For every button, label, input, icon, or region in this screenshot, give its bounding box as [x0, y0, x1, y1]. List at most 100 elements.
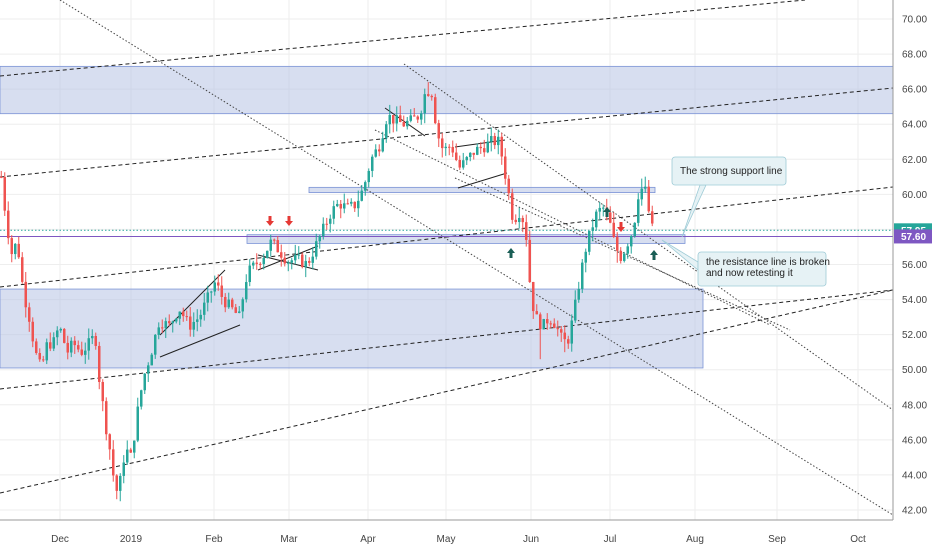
- y-axis-ticks: 42.00 44.00 46.00 48.00 50.00 52.00 54.00 56.00…: [902, 15, 927, 517]
- y-tick-label-3: 48.00: [902, 400, 927, 411]
- price-lines: [0, 229, 893, 237]
- candle-body: [644, 186, 647, 189]
- candle-body: [133, 440, 136, 453]
- candle: [612, 212, 615, 239]
- candle-body: [441, 138, 444, 149]
- candle: [164, 317, 167, 339]
- candle-body: [371, 156, 374, 171]
- candle: [388, 104, 391, 134]
- candle-body: [437, 123, 440, 139]
- candle: [322, 217, 325, 240]
- candle: [640, 178, 643, 206]
- candle: [101, 379, 104, 412]
- candle-body: [612, 222, 615, 237]
- candle: [308, 257, 311, 267]
- candle-body: [353, 201, 356, 209]
- up-arrow-icon-2: [650, 250, 658, 260]
- candle-body: [77, 345, 80, 350]
- candle-body: [532, 281, 535, 312]
- candle-body: [556, 327, 559, 330]
- candle-body: [476, 146, 479, 155]
- candle-body: [318, 236, 321, 242]
- candle: [472, 152, 475, 160]
- candle-body: [420, 113, 423, 120]
- candle: [514, 214, 517, 225]
- candle-body: [511, 193, 514, 220]
- candle-body: [80, 349, 83, 355]
- candle-body: [455, 152, 458, 160]
- candle: [637, 193, 640, 227]
- callouts: The strong support line the resistance li…: [661, 156, 830, 287]
- candle: [287, 260, 290, 272]
- y-tick-label-12: 66.00: [902, 85, 927, 96]
- candle: [105, 397, 108, 441]
- candle: [241, 297, 244, 319]
- candle: [329, 214, 332, 233]
- candle-body: [406, 120, 409, 127]
- candle: [486, 133, 489, 154]
- candle-body: [483, 148, 486, 153]
- retest-callout-box: [697, 251, 827, 287]
- candle: [73, 336, 76, 354]
- candle-body: [581, 262, 584, 289]
- candle-body: [434, 97, 437, 124]
- candle: [392, 114, 395, 133]
- candle-body: [115, 475, 118, 491]
- candle: [651, 205, 654, 227]
- candle: [52, 332, 55, 352]
- y-tick-label-7: 56.00: [902, 260, 927, 271]
- candle-body: [591, 227, 594, 231]
- candle-body: [350, 201, 353, 204]
- candle-body: [595, 211, 598, 228]
- candle: [343, 193, 346, 214]
- candle: [80, 341, 83, 357]
- x-tick-label-4: Apr: [360, 534, 376, 545]
- candle: [147, 362, 150, 383]
- x-tick-label-8: Aug: [686, 534, 704, 545]
- candle-body: [171, 321, 174, 324]
- candle-body: [584, 251, 587, 263]
- candle-body: [546, 319, 549, 324]
- candle: [21, 252, 24, 284]
- candle: [378, 144, 381, 157]
- candle-body: [465, 157, 468, 161]
- candle: [276, 235, 279, 253]
- candle-body: [31, 321, 34, 342]
- candle: [556, 320, 559, 337]
- candle: [560, 325, 563, 342]
- candle-body: [259, 263, 262, 265]
- candle-body: [35, 341, 38, 353]
- price-tags: 57.9557.60: [894, 223, 932, 244]
- candle-body: [563, 332, 566, 340]
- candle: [49, 332, 52, 352]
- candle-body: [315, 241, 318, 257]
- x-tick-label-9: Sep: [768, 534, 786, 545]
- candle-body: [136, 406, 139, 441]
- x-tick-label-5: May: [437, 534, 456, 545]
- candle: [357, 190, 360, 217]
- candle-body: [217, 282, 220, 286]
- candle: [206, 285, 209, 312]
- candle: [122, 455, 125, 484]
- candle-body: [196, 319, 199, 322]
- trend-line-1: [0, 87, 894, 178]
- candle-body: [364, 182, 367, 191]
- candle-body: [269, 239, 272, 251]
- candle-body: [626, 246, 629, 254]
- upper-resistance-zone: [0, 65, 894, 115]
- candle-body: [525, 222, 528, 240]
- candle-body: [374, 149, 377, 157]
- candle-body: [385, 124, 388, 139]
- candle: [644, 176, 647, 193]
- candle: [367, 168, 370, 188]
- candle: [437, 119, 440, 148]
- candle-body: [241, 299, 244, 312]
- candle: [196, 309, 199, 332]
- candle-body: [490, 136, 493, 142]
- y-tick-label-6: 54.00: [902, 295, 927, 306]
- candle: [402, 115, 405, 127]
- candle: [115, 474, 118, 500]
- candle-body: [479, 146, 482, 149]
- candle-body: [210, 291, 213, 293]
- candle-body: [168, 321, 171, 324]
